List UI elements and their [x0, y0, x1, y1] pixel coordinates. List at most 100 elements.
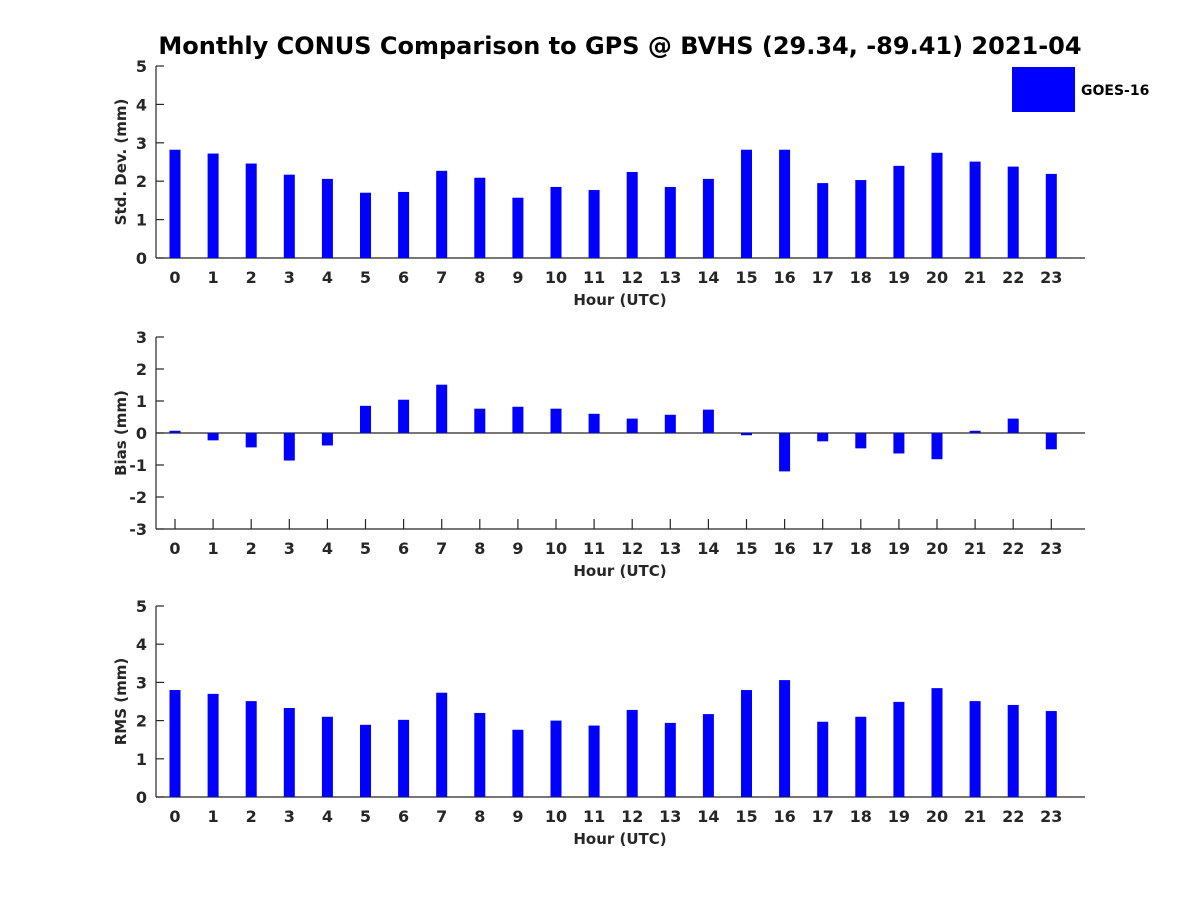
bar-hour-11: [588, 413, 600, 433]
x-tick-label: 19: [888, 807, 910, 826]
bar-hour-4: [321, 433, 333, 446]
bar-hour-10: [550, 186, 562, 258]
bar-hour-6: [398, 399, 410, 433]
bar-hour-1: [207, 153, 219, 258]
bar-hour-23: [1045, 711, 1057, 797]
x-tick-label: 14: [697, 268, 719, 287]
bar-hour-15: [741, 149, 752, 258]
x-tick-label: 18: [850, 268, 872, 287]
bar-hour-13: [664, 414, 676, 433]
bar-hour-20: [931, 433, 943, 460]
bar-hour-21: [969, 161, 981, 258]
bar-hour-1: [207, 693, 219, 797]
x-tick-label: 2: [246, 268, 257, 287]
bar-hour-11: [588, 190, 600, 258]
bar-hour-4: [321, 178, 333, 258]
x-tick-label: 1: [208, 807, 219, 826]
bar-hour-19: [893, 165, 905, 258]
y-tick-label: -2: [129, 488, 147, 507]
x-tick-label: 21: [964, 268, 986, 287]
x-tick-label: 17: [812, 539, 834, 558]
bar-hour-22: [1007, 704, 1019, 797]
x-tick-label: 22: [1002, 807, 1024, 826]
x-tick-label: 12: [621, 807, 643, 826]
x-tick-label: 10: [545, 268, 567, 287]
x-tick-label: 19: [888, 539, 910, 558]
x-tick-label: 15: [735, 539, 757, 558]
x-tick-label: 3: [284, 268, 295, 287]
bar-hour-21: [969, 430, 981, 433]
x-axis-label: Hour (UTC): [573, 830, 666, 848]
x-tick-label: 1: [208, 539, 219, 558]
bar-hour-17: [817, 433, 829, 442]
bar-hour-14: [702, 714, 714, 797]
x-tick-label: 16: [773, 807, 795, 826]
x-tick-label: 9: [512, 807, 523, 826]
x-axis-label: Hour (UTC): [573, 291, 666, 309]
x-tick-label: 6: [398, 539, 409, 558]
bar-hour-18: [855, 433, 867, 449]
x-tick-label: 0: [169, 539, 180, 558]
bar-hour-8: [474, 408, 486, 433]
x-tick-label: 7: [436, 539, 447, 558]
x-tick-label: 16: [773, 539, 795, 558]
x-tick-label: 19: [888, 268, 910, 287]
x-tick-label: 11: [583, 539, 605, 558]
x-tick-label: 20: [926, 539, 948, 558]
bar-hour-2: [245, 163, 257, 258]
legend-label: GOES-16: [1081, 83, 1149, 99]
x-tick-label: 4: [322, 268, 333, 287]
x-tick-label: 5: [360, 807, 371, 826]
bar-hour-3: [283, 707, 295, 797]
bar-hour-14: [702, 178, 714, 258]
x-tick-label: 7: [436, 268, 447, 287]
x-tick-label: 3: [284, 539, 295, 558]
bar-hour-22: [1007, 418, 1019, 433]
x-tick-label: 1: [208, 268, 219, 287]
y-tick-label: 3: [136, 328, 147, 347]
x-tick-label: 4: [322, 539, 333, 558]
x-tick-label: 14: [697, 807, 719, 826]
bar-hour-7: [436, 384, 448, 433]
x-tick-label: 10: [545, 807, 567, 826]
x-tick-label: 5: [360, 268, 371, 287]
bar-hour-16: [779, 680, 791, 797]
bar-hour-12: [626, 171, 638, 258]
bar-hour-13: [664, 186, 676, 258]
y-axis-label: RMS (mm): [112, 658, 130, 745]
bar-hour-8: [474, 177, 486, 258]
x-tick-label: 13: [659, 807, 681, 826]
x-tick-label: 21: [964, 807, 986, 826]
x-tick-label: 13: [659, 268, 681, 287]
y-tick-label: 0: [136, 249, 147, 268]
bar-hour-7: [436, 170, 448, 258]
x-tick-label: 8: [474, 807, 485, 826]
bar-hour-10: [550, 720, 562, 797]
y-tick-label: 2: [136, 360, 147, 379]
x-tick-label: 8: [474, 539, 485, 558]
legend: GOES-16: [1012, 67, 1149, 112]
bar-hour-13: [664, 722, 676, 797]
x-tick-label: 17: [812, 268, 834, 287]
bar-hour-18: [855, 716, 867, 797]
bar-hour-16: [779, 149, 791, 258]
x-tick-label: 15: [735, 807, 757, 826]
bar-hour-14: [702, 409, 714, 433]
x-tick-label: 18: [850, 807, 872, 826]
bar-hour-20: [931, 152, 943, 258]
chart-title: Monthly CONUS Comparison to GPS @ BVHS (…: [158, 32, 1081, 60]
x-tick-label: 4: [322, 807, 333, 826]
y-tick-label: 5: [136, 597, 147, 616]
bar-hour-23: [1045, 173, 1057, 258]
bar-hour-19: [893, 433, 905, 454]
bar-hour-7: [436, 692, 448, 797]
y-axis-label: Bias (mm): [112, 390, 130, 476]
x-tick-label: 18: [850, 539, 872, 558]
bar-hour-9: [512, 197, 524, 258]
bar-hour-1: [207, 433, 219, 441]
bar-hour-12: [626, 418, 638, 433]
y-tick-label: 2: [136, 712, 147, 731]
x-tick-label: 22: [1002, 268, 1024, 287]
